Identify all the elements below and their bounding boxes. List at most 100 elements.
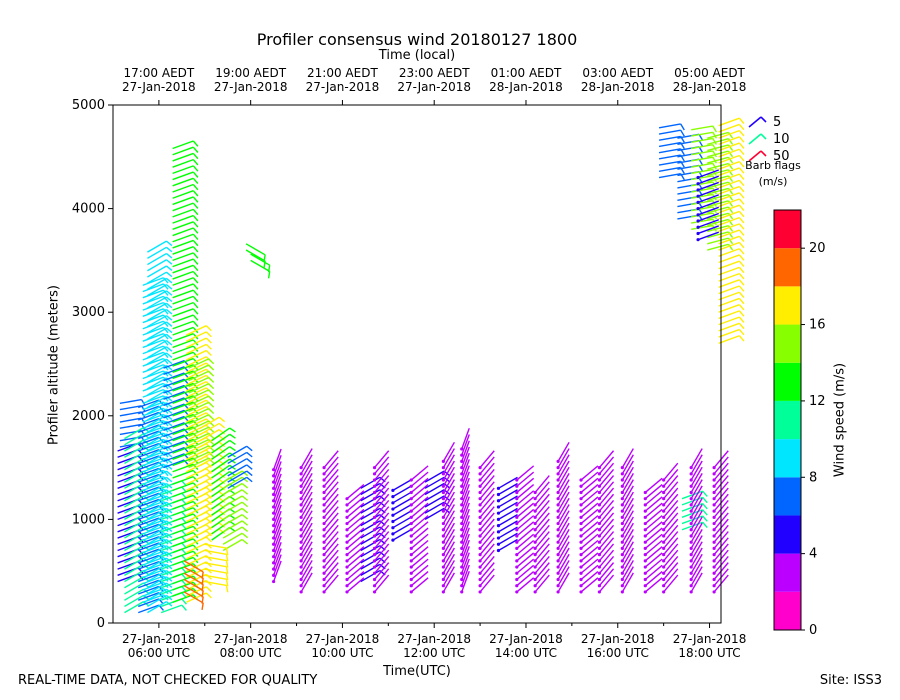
colorbar-band: [774, 553, 801, 592]
axis-ticks-layer: 0 1000 2000 3000 4000 5000: [72, 98, 711, 631]
wind-barb: [718, 229, 745, 239]
wind-barb: [183, 578, 204, 598]
wind-barb: [322, 512, 339, 532]
wind-barb: [643, 521, 663, 538]
colorbar-tick-label: 12: [809, 394, 826, 409]
wind-barb: [172, 301, 199, 311]
wind-barb: [441, 535, 455, 557]
wind-barb: [718, 322, 745, 332]
wind-barb: [460, 521, 470, 544]
wind-barb: [272, 548, 282, 571]
legend-barb-flag: [760, 133, 767, 140]
wind-barb: [441, 541, 455, 563]
wind-barb: [142, 575, 169, 585]
wind-barb: [172, 171, 199, 181]
wind-barb: [322, 500, 339, 519]
colorbar-band: [774, 591, 801, 630]
wind-barb: [211, 427, 236, 442]
wind-barb: [142, 556, 169, 566]
wind-barb: [460, 533, 470, 557]
wind-barb-column: [658, 123, 685, 181]
wind-barb: [172, 158, 199, 168]
wind-barb: [147, 339, 173, 353]
wind-barb: [662, 487, 679, 507]
wind-barb: [391, 485, 413, 499]
wind-barb: [345, 546, 365, 563]
wind-barb: [142, 333, 169, 342]
plot-area-frame: [112, 104, 722, 624]
barb-flags-caption: Barb flags (m/s): [745, 159, 801, 188]
wind-barb: [460, 446, 470, 470]
wind-barb: [299, 516, 313, 538]
wind-barb: [345, 490, 365, 507]
wind-barb: [409, 496, 429, 513]
wind-barb: [515, 521, 535, 538]
wind-barb: [172, 146, 199, 156]
wind-barb: [662, 512, 679, 532]
wind-barb: [441, 553, 455, 575]
wind-barb: [496, 514, 518, 528]
legend-entry-label: 5: [773, 115, 781, 130]
wind-barb: [142, 594, 169, 603]
wind-barb: [707, 150, 734, 158]
wind-barb: [533, 549, 550, 569]
wind-barb: [299, 497, 313, 519]
wind-barb: [441, 516, 455, 538]
colorbar-tick-label: 4: [809, 547, 817, 562]
wind-barb: [322, 450, 339, 470]
wind-barb: [409, 564, 429, 582]
wind-barb: [299, 491, 313, 513]
wind-barb: [691, 181, 718, 189]
wind-barb: [460, 527, 470, 551]
wind-barb: [409, 558, 429, 575]
wind-barb: [188, 389, 215, 400]
colorbar-band: [774, 324, 801, 363]
wind-barb: [299, 572, 313, 594]
wind-barb: [707, 218, 734, 226]
wind-barb: [142, 581, 169, 591]
wind-barb: [689, 560, 703, 582]
wind-barb-column: [460, 428, 470, 594]
wind-barb: [691, 168, 718, 176]
wind-barb: [372, 487, 390, 507]
wind-barb: [681, 515, 708, 525]
wind-barb: [556, 510, 570, 532]
wind-barb: [272, 473, 282, 497]
top-x-tick-label: 05:00 AEDT 28-Jan-2018: [672, 66, 747, 94]
wind-barb: [227, 470, 253, 483]
wind-barb: [172, 239, 199, 249]
wind-barb: [597, 475, 615, 495]
wind-barb: [533, 518, 550, 538]
wind-barb: [204, 574, 229, 587]
wind-barb-column: [441, 441, 455, 594]
wind-barb: [188, 451, 215, 463]
wind-barb: [496, 532, 518, 546]
wind-barb: [579, 564, 599, 582]
wind-barb: [478, 456, 495, 476]
legend-barb-glyph: [748, 150, 762, 162]
wind-barb: [409, 533, 429, 551]
wind-barb: [515, 515, 535, 532]
colorbar-tick-label: 16: [809, 318, 826, 333]
wind-barb: [620, 541, 634, 563]
colorbar-band: [774, 515, 801, 554]
wind-barb: [409, 546, 429, 563]
wind-barb: [142, 500, 169, 510]
wind-barb: [172, 190, 199, 199]
wind-barb: [643, 508, 663, 526]
wind-barb: [691, 156, 718, 164]
wind-barb: [643, 515, 663, 532]
wind-barb: [460, 546, 470, 569]
wind-barb: [707, 175, 734, 183]
wind-barb: [172, 252, 199, 262]
wind-barb: [460, 508, 470, 532]
wind-barb: [533, 562, 550, 582]
wind-barb: [620, 529, 634, 551]
wind-barb: [272, 448, 282, 472]
wind-barb: [689, 491, 703, 513]
wind-barb: [662, 506, 679, 526]
wind-barb: [147, 308, 173, 322]
wind-barb: [718, 254, 745, 264]
wind-barb: [718, 117, 745, 127]
wind-barb: [204, 580, 229, 593]
